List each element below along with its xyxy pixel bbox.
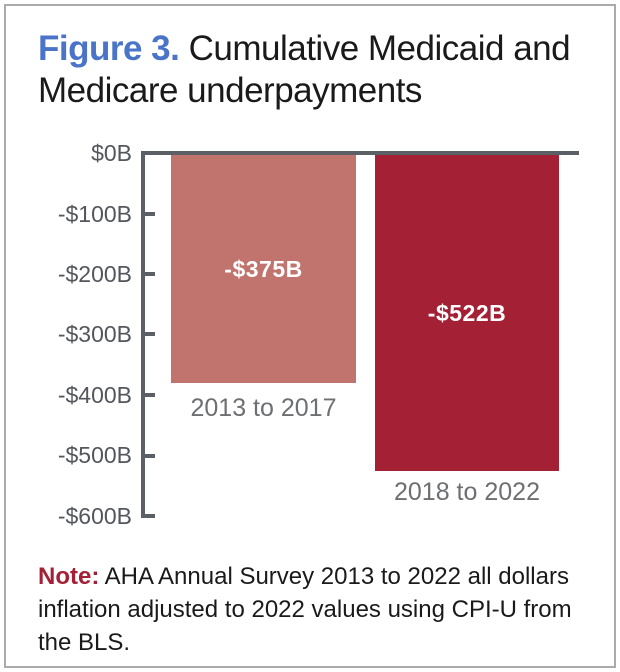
chart-note: Note: AHA Annual Survey 2013 to 2022 all… [38, 560, 586, 659]
zero-baseline [141, 151, 579, 155]
category-label-2013-to-2017: 2013 to 2017 [190, 394, 337, 422]
y-axis-tick-mark [141, 332, 155, 336]
chart-title-text: Cumulative Medicaid and Medicare underpa… [38, 29, 571, 110]
chart-title: Figure 3. Cumulative Medicaid and Medica… [38, 28, 578, 112]
y-axis-tick-mark [141, 393, 155, 397]
note-label: Note: [38, 563, 100, 590]
note-text: AHA Annual Survey 2013 to 2022 all dolla… [38, 563, 572, 656]
figure-number-label: Figure 3. [38, 29, 180, 68]
y-axis-tick-label-5: -$500B [57, 442, 132, 468]
y-axis-tick-label-4: -$400B [57, 382, 132, 408]
bar-value-label-2018-to-2022: -$522B [427, 299, 507, 326]
bar-2013-to-2017: -$375B [171, 155, 356, 383]
y-axis-tick-label-0: $0B [91, 140, 132, 166]
bar-2018-to-2022: -$522B [375, 155, 559, 471]
y-axis-tick-mark [141, 454, 155, 458]
y-axis-tick-mark [141, 272, 155, 276]
category-label-2018-to-2022: 2018 to 2022 [394, 478, 540, 506]
y-axis-tick-mark [141, 514, 155, 518]
y-axis-tick-mark [141, 212, 155, 216]
bar-value-label-2013-to-2017: -$375B [224, 255, 303, 282]
y-axis-tick-label-6: -$600B [57, 503, 132, 529]
y-axis-tick-label-2: -$200B [57, 261, 132, 287]
y-axis-tick-label-1: -$100B [57, 201, 132, 227]
y-axis-tick-label-3: -$300B [57, 321, 132, 347]
